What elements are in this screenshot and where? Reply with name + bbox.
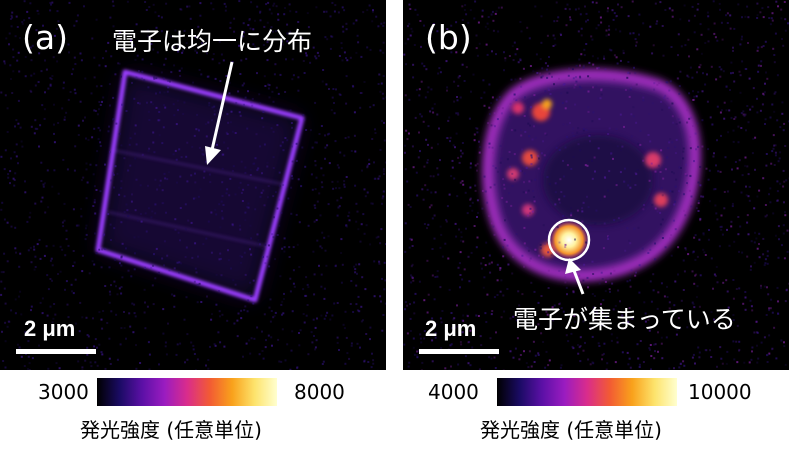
colorbar-b-min: 4000 — [428, 380, 479, 404]
interior-texture — [107, 149, 288, 248]
panel-a-scale-label: 2 μm — [24, 316, 76, 341]
panel-a-scale-bar — [16, 349, 96, 354]
background-noise — [0, 0, 386, 370]
annotation-arrowhead — [205, 146, 221, 165]
panel-b-scale-bar — [419, 349, 499, 354]
colorbar-a-min: 3000 — [38, 380, 89, 404]
colorbar-b-label: 発光強度 (任意単位) — [480, 418, 662, 442]
crystal-interior — [98, 72, 302, 300]
colorbar-a-gradient — [97, 378, 277, 406]
annotation-arrow — [210, 61, 234, 151]
colorbar-b: 4000 10000 発光強度 (任意単位) — [403, 374, 800, 456]
hotspot — [549, 220, 589, 260]
panel-a-tag: (a) — [22, 18, 68, 57]
bright-spots — [507, 99, 668, 257]
particle-rim — [482, 68, 701, 282]
panel-a-image: (a) 電子は均一に分布 2 μm — [0, 0, 386, 370]
colorbar-a: 3000 8000 発光強度 (任意単位) — [0, 374, 400, 456]
panel-b-image: (b) 電子が集まっている 2 μm — [403, 0, 789, 370]
panel-a-annotation: 電子は均一に分布 — [112, 27, 313, 56]
colorbar-b-max: 10000 — [688, 380, 752, 404]
colorbar-a-max: 8000 — [294, 380, 345, 404]
annotation-arrow — [571, 267, 585, 295]
annotation-arrowhead — [565, 258, 581, 274]
colorbar-b-gradient — [497, 378, 677, 406]
panel-b-scale-label: 2 μm — [425, 316, 477, 341]
panel-b-micrograph — [403, 0, 789, 370]
colorbar-a-label: 発光強度 (任意単位) — [80, 418, 262, 442]
crystal-outline — [95, 69, 305, 303]
panel-a-micrograph — [0, 0, 386, 370]
panel-b-tag: (b) — [425, 18, 472, 57]
panel-b-annotation: 電子が集まっている — [513, 305, 736, 334]
background-noise — [403, 0, 789, 370]
particle-dark-center — [543, 135, 653, 225]
